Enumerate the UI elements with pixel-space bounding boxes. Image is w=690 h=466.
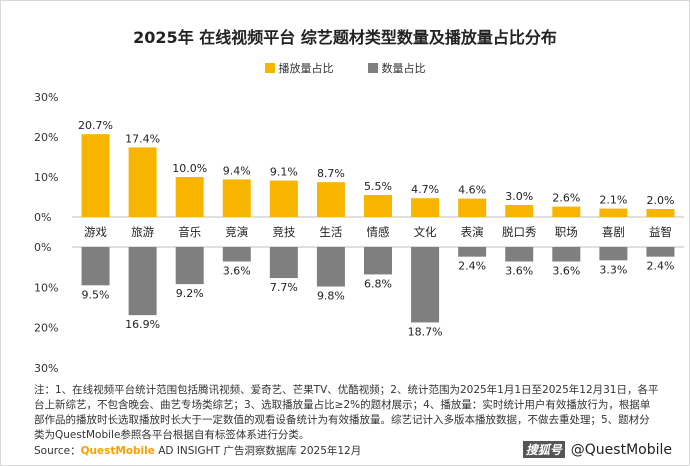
category-label: 游戏	[84, 225, 107, 239]
y-tick-bottom: 30%	[34, 362, 58, 375]
category-label: 竞技	[272, 225, 295, 239]
data-label-count: 9.5%	[82, 288, 110, 301]
data-label-count: 7.7%	[270, 281, 298, 294]
bar-count	[411, 247, 440, 323]
data-label-count: 3.6%	[505, 265, 533, 278]
data-label-play: 2.0%	[646, 194, 674, 207]
bar-count	[316, 247, 345, 287]
bar-count	[505, 247, 534, 262]
y-tick-bottom: 0%	[34, 241, 51, 254]
data-label-play: 3.0%	[505, 190, 533, 203]
bar-play	[505, 205, 534, 217]
legend-swatch-play	[264, 63, 275, 73]
data-label-count: 9.2%	[176, 287, 204, 300]
legend-label-count: 数量占比	[381, 62, 426, 75]
data-label-count: 9.8%	[317, 290, 345, 303]
data-label-play: 9.1%	[270, 166, 298, 179]
data-label-play: 9.4%	[223, 164, 251, 177]
legend-item-play: 播放量占比	[264, 60, 334, 76]
bar-play	[222, 179, 251, 217]
bar-count	[222, 247, 251, 262]
bar-count	[646, 247, 675, 257]
watermark-handle: @QuestMobile	[570, 441, 672, 458]
bar-play	[646, 209, 675, 217]
legend: 播放量占比 数量占比	[0, 60, 690, 76]
data-label-play: 2.6%	[552, 192, 580, 205]
bar-play	[458, 198, 487, 217]
bar-play	[411, 198, 440, 217]
y-tick-bottom: 20%	[34, 322, 58, 335]
category-label: 生活	[319, 225, 342, 239]
data-label-play: 20.7%	[78, 119, 113, 132]
bar-play	[364, 195, 392, 217]
watermark: 搜狐号 @QuestMobile	[522, 441, 672, 458]
bar-count	[552, 247, 581, 262]
data-label-count: 16.9%	[125, 318, 160, 331]
category-label: 职场	[555, 225, 578, 239]
source-rest: AD INSIGHT 广告洞察数据库 2025年12月	[154, 445, 362, 457]
chart-title: 2025年 在线视频平台 综艺题材类型数量及播放量占比分布	[133, 28, 557, 47]
bar-play	[316, 182, 345, 217]
bar-count	[458, 247, 487, 257]
data-label-play: 8.7%	[317, 167, 345, 180]
legend-label-play: 播放量占比	[278, 62, 334, 75]
category-label: 竞演	[225, 225, 248, 239]
data-label-count: 2.4%	[646, 260, 674, 273]
y-tick-top: 20%	[34, 131, 58, 144]
category-label: 音乐	[178, 225, 201, 239]
bar-play	[599, 208, 628, 217]
bar-count	[364, 247, 392, 275]
bar-play	[269, 180, 298, 217]
data-label-count: 3.6%	[552, 265, 580, 278]
bar-count	[128, 247, 157, 316]
bar-count	[175, 247, 204, 285]
category-label: 旅游	[131, 225, 154, 239]
data-label-count: 3.3%	[599, 263, 627, 276]
data-label-count: 2.4%	[458, 260, 486, 273]
legend-swatch-count	[367, 63, 378, 73]
bar-play	[552, 206, 581, 217]
bar-play	[128, 147, 157, 217]
bar-count	[599, 247, 628, 261]
data-label-play: 4.7%	[411, 183, 439, 196]
footnote: 注：1、在线视频平台统计范围包括腾讯视频、爱奇艺、芒果TV、优酷视频；2、统计范…	[34, 384, 659, 441]
category-label: 文化	[414, 225, 437, 239]
y-tick-bottom: 10%	[34, 281, 58, 294]
bar-count	[269, 247, 298, 279]
category-label: 表演	[461, 225, 484, 239]
data-label-play: 4.6%	[458, 184, 486, 197]
data-label-play: 10.0%	[172, 162, 207, 175]
y-tick-top: 30%	[34, 91, 58, 104]
bar-count	[81, 247, 110, 286]
bar-chart: 30% 20% 10% 0% 0% 10% 20% 30% 20.7% 游戏 9.5% 17.4% 旅游…	[34, 91, 684, 375]
data-label-play: 17.4%	[125, 132, 160, 145]
data-label-count: 6.8%	[364, 277, 392, 290]
bar-play	[81, 134, 110, 217]
data-label-count: 3.6%	[223, 265, 251, 278]
category-label: 益智	[649, 225, 672, 239]
source-line: Source：QuestMobile AD INSIGHT 广告洞察数据库 20…	[34, 443, 361, 458]
category-label: 情感	[367, 225, 390, 239]
category-label: 脱口秀	[502, 225, 537, 239]
data-label-count: 18.7%	[408, 325, 443, 338]
category-label: 喜剧	[602, 225, 625, 239]
data-label-play: 5.5%	[364, 180, 392, 193]
source-brand: QuestMobile	[80, 445, 155, 457]
y-tick-top: 10%	[34, 171, 58, 184]
source-prefix: Source：	[34, 445, 81, 457]
y-tick-top: 0%	[34, 211, 51, 224]
legend-item-count: 数量占比	[367, 60, 426, 76]
bar-play	[175, 177, 204, 217]
watermark-logo: 搜狐号	[522, 441, 565, 458]
data-label-play: 2.1%	[599, 194, 627, 207]
